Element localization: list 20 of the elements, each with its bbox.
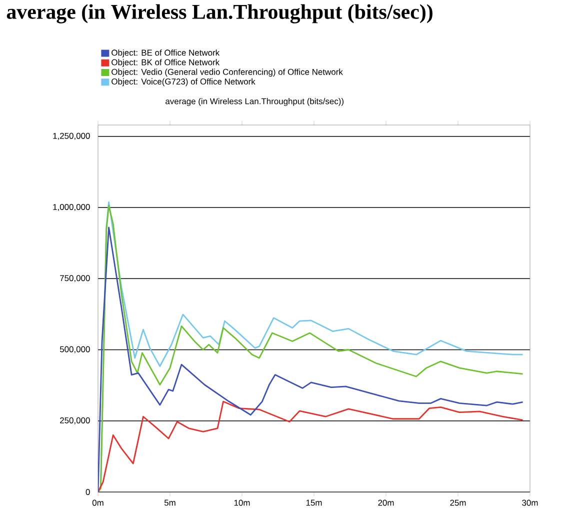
chart-subtitle: average (in Wireless Lan.Throughput (bits/sec)) [166,98,344,106]
y-tick-label: 500,000 [60,346,90,354]
legend-label: Object: Voice(G723) of Office Network [112,78,256,86]
legend-label: Object: BE of Office Network [112,49,220,58]
x-tick-label: 15m [306,500,322,506]
x-tick-label: 0m [92,500,104,506]
y-tick-label: 1,000,000 [53,204,90,211]
legend-label: Object: BK of Office Network [112,59,220,67]
x-tick-label: 30m [522,500,538,506]
line-series [98,400,524,492]
x-tick-label: 5m [164,500,176,506]
x-tick-label: 20m [378,500,394,506]
chart-title: average (in Wireless Lan.Throughput (bits/sec)) [6,4,432,24]
x-tick-label: 25m [450,500,466,506]
x-tick-label: 10m [234,500,250,506]
y-tick-label: 250,000 [60,417,90,424]
legend-label: Object: Vedio (General vedio Conferencing) of Office Network [112,68,343,77]
y-tick-label: 750,000 [60,275,90,282]
y-tick-label: 0 [86,489,90,495]
y-tick-label: 1,250,000 [53,132,90,140]
